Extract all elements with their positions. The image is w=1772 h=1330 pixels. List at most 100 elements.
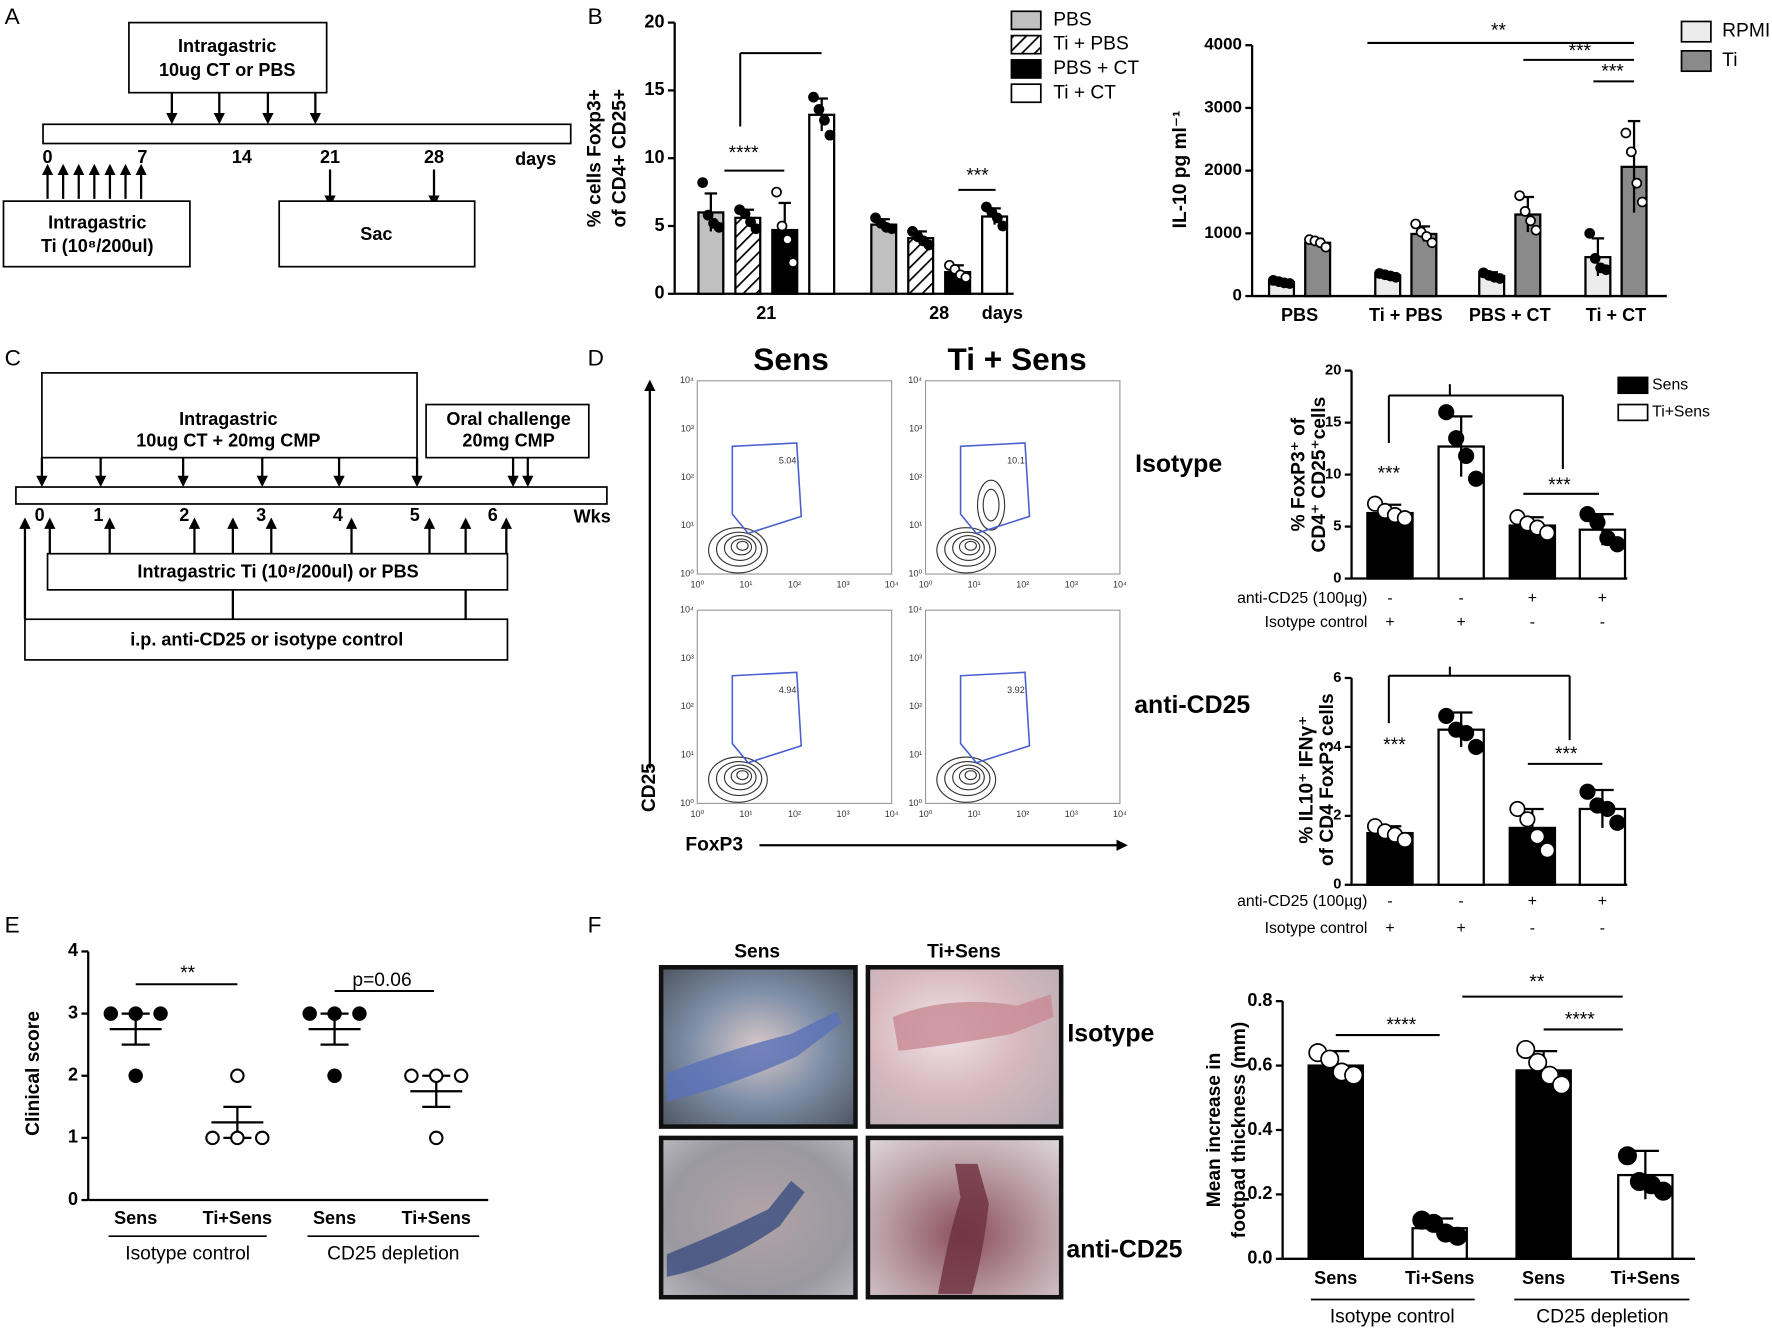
y-tick-label: 2: [68, 1065, 78, 1085]
condition-value: -: [1387, 893, 1392, 910]
flow-tick-label: 10²: [1016, 580, 1029, 590]
y-tick-label: 3000: [1204, 97, 1242, 116]
legend-swatch: [1010, 34, 1042, 55]
data-point: [302, 1006, 317, 1021]
contour: [715, 761, 763, 797]
x-tick-label: Sens: [114, 1208, 157, 1228]
data-point: [1584, 227, 1596, 239]
y-axis-label: of CD4 FoxP3 cells: [1317, 693, 1338, 866]
legend-swatch: [1010, 83, 1042, 104]
flow-tick-label: 10³: [681, 653, 694, 663]
bar: [808, 113, 836, 295]
condition-value: +: [1598, 590, 1607, 607]
contour: [723, 764, 757, 791]
column-title: Sens: [753, 341, 829, 377]
data-point: [923, 239, 935, 251]
box-text: Intragastric: [179, 409, 277, 429]
column-title: Ti+Sens: [927, 942, 1001, 963]
condition-value: -: [1530, 920, 1535, 937]
y-tick-label: 0.8: [1247, 990, 1272, 1010]
timeline-bar: [42, 123, 572, 145]
flow-tick-label: 10⁰: [690, 809, 704, 819]
flow-tick-label: 10³: [837, 580, 850, 590]
box-text: i.p. anti-CD25 or isotype control: [130, 629, 403, 649]
flow-tick-label: 10⁴: [885, 809, 899, 819]
legend-label: PBS: [1053, 9, 1091, 30]
data-point: [1625, 146, 1637, 158]
data-point: [739, 208, 751, 220]
contour: [723, 535, 757, 562]
panel-label: A: [5, 4, 21, 29]
y-tick-label: 0.0: [1247, 1248, 1272, 1268]
data-point: [1579, 783, 1596, 800]
data-point: [1530, 224, 1542, 236]
axis-label: CD25: [639, 763, 660, 812]
flow-tick-label: 10³: [681, 424, 694, 434]
tick-label: 6: [488, 505, 498, 525]
condition-value: -: [1459, 590, 1464, 607]
arrows: [19, 457, 534, 620]
y-tick-label: 5: [654, 215, 664, 235]
legend-swatch: [1010, 10, 1042, 31]
box: [46, 552, 509, 591]
condition-value: +: [1385, 614, 1394, 631]
contour: [958, 538, 981, 556]
data-point: [1438, 707, 1455, 724]
group-label: Isotype control: [125, 1243, 250, 1264]
row-title: Isotype: [1135, 451, 1222, 478]
column-title: Ti + Sens: [947, 341, 1086, 377]
contour: [976, 479, 1006, 531]
contour: [964, 540, 977, 551]
data-point: [327, 1006, 342, 1021]
condition-value: +: [1457, 920, 1466, 937]
data-point: [1509, 800, 1526, 818]
y-tick-label: 15: [1325, 414, 1341, 430]
data-point: [713, 221, 725, 233]
contour: [936, 756, 997, 803]
box-text: 20mg CMP: [462, 431, 554, 451]
timeline-c: Intragastric 10ug CT + 20mg CMP Oral cha…: [15, 372, 611, 661]
box-text: Sac: [360, 224, 392, 244]
y-tick-label: 0: [1333, 570, 1341, 586]
flow-tick-label: 10¹: [681, 520, 694, 530]
bar: [1366, 511, 1414, 580]
data-point: [776, 220, 788, 232]
flow-tick-label: 10²: [909, 701, 922, 711]
x-tick-label: 28: [929, 303, 949, 323]
box: [128, 21, 328, 94]
contour: [936, 527, 997, 574]
y-axis-label: IL-10 pg ml⁻¹: [1170, 111, 1191, 229]
data-point: [1617, 1146, 1637, 1166]
data-point: [1494, 273, 1506, 284]
data-point: [1600, 264, 1612, 276]
flow-tick-label: 10¹: [909, 520, 922, 530]
data-point: [1458, 447, 1475, 464]
y-tick-label: 1: [68, 1127, 78, 1147]
condition-value: +: [1598, 893, 1607, 910]
data-point: [1631, 177, 1643, 189]
bar: [1410, 232, 1438, 298]
y-tick-label: 10: [1325, 466, 1341, 482]
flow-tick-label: 10¹: [739, 580, 752, 590]
flow-tick-label: 10³: [1065, 809, 1078, 819]
y-axis-label: of CD4+ CD25+: [610, 89, 631, 228]
y-tick-label: 4: [1333, 739, 1342, 755]
y-axis-label: % FoxP3⁺ of: [1289, 417, 1310, 531]
x-tick-label: Sens: [1314, 1268, 1357, 1288]
legend-label: Ti+Sens: [1652, 404, 1710, 421]
x-tick-label: Ti+Sens: [203, 1208, 272, 1228]
significance: **: [180, 963, 195, 984]
x-tick-label: PBS: [1281, 305, 1318, 325]
condition-value: +: [1528, 590, 1537, 607]
x-tick-label: Ti+Sens: [402, 1208, 471, 1228]
flow-tick-label: 10⁴: [885, 580, 899, 590]
data-point: [1396, 831, 1413, 849]
flow-tick-label: 10¹: [968, 580, 981, 590]
row-title: anti-CD25: [1134, 692, 1250, 719]
paw: [666, 1011, 842, 1102]
x-tick-label: Ti+Sens: [1405, 1268, 1474, 1288]
data-point: [771, 186, 782, 198]
data-point: [205, 1130, 220, 1146]
contour: [708, 527, 768, 574]
